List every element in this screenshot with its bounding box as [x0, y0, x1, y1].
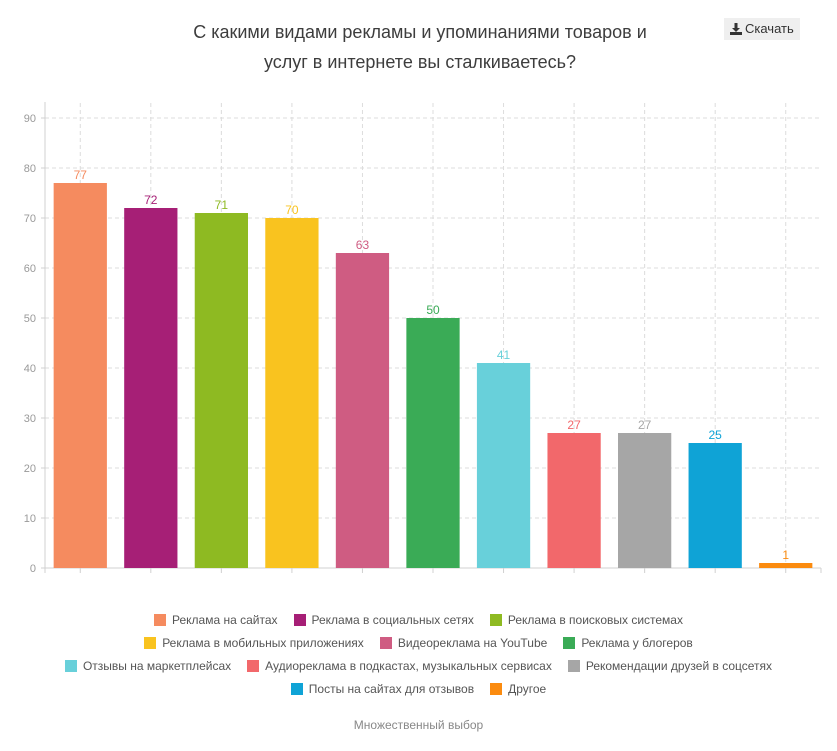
legend-swatch	[489, 613, 502, 626]
legend-item[interactable]: Реклама в поисковых системах	[489, 612, 683, 627]
bars	[53, 183, 813, 568]
legend-label: Рекомендации друзей в соцсетях	[585, 658, 773, 673]
y-tick-label: 60	[24, 263, 36, 275]
bar	[547, 433, 601, 568]
legend: Реклама на сайтах Реклама в социальных се…	[0, 608, 837, 700]
data-label: 1	[782, 548, 789, 562]
y-tick-label: 30	[24, 413, 36, 425]
legend-swatch	[144, 636, 157, 649]
x-axis	[44, 567, 822, 573]
data-label: 63	[356, 238, 370, 252]
y-tick-label: 20	[24, 463, 36, 475]
bar	[53, 183, 107, 568]
bar	[265, 218, 319, 568]
legend-item[interactable]: Отзывы на маркетплейсах	[64, 658, 232, 673]
legend-row: Посты на сайтах для отзывов Другое	[0, 677, 837, 700]
chart-title: С какими видами рекламы и упоминаниями т…	[120, 17, 720, 77]
y-tick-label: 70	[24, 213, 36, 225]
legend-swatch	[290, 682, 303, 695]
data-label: 77	[74, 168, 88, 182]
legend-swatch	[490, 682, 503, 695]
legend-item[interactable]: Реклама на сайтах	[154, 613, 278, 627]
legend-swatch	[64, 659, 77, 672]
legend-swatch	[563, 636, 576, 649]
legend-label: Реклама на сайтах	[172, 612, 278, 627]
y-tick-label: 50	[24, 313, 36, 325]
footer-note: Множественный выбор	[353, 718, 484, 732]
legend-row: Отзывы на маркетплейсах Аудиореклама в по…	[0, 654, 837, 677]
data-label: 50	[426, 303, 440, 317]
data-label: 72	[144, 193, 158, 207]
legend-label: Реклама в социальных сетях	[311, 612, 474, 627]
bar	[194, 213, 248, 568]
legend-item[interactable]: Рекомендации друзей в соцсетях	[567, 658, 773, 673]
y-tick-label: 90	[24, 113, 36, 125]
data-label: 41	[497, 348, 511, 362]
bar	[618, 433, 672, 568]
legend-item[interactable]: Другое	[490, 682, 546, 696]
bar	[406, 318, 460, 568]
legend-label: Другое	[508, 681, 547, 696]
legend-item[interactable]: Аудиореклама в подкастах, музыкальных се…	[247, 659, 552, 673]
download-button[interactable]: Скачать	[724, 18, 800, 40]
legend-label: Отзывы на маркетплейсах	[82, 658, 232, 673]
data-labels: 77 72 71 70 63 50 41 27 27 25 1	[74, 168, 790, 562]
chart-title-line-1: С какими видами рекламы и упоминаниями т…	[193, 22, 647, 42]
data-label: 27	[638, 418, 652, 432]
legend-label: Реклама в поисковых системах	[507, 612, 683, 627]
bar	[335, 253, 390, 568]
legend-item[interactable]: Видеореклама на YouTube	[379, 635, 548, 650]
bar	[476, 363, 531, 568]
legend-item[interactable]: Реклама у блогеров	[563, 635, 693, 650]
legend-swatch	[567, 659, 580, 672]
legend-swatch	[379, 636, 392, 649]
y-tick-label: 0	[30, 563, 36, 575]
legend-label: Реклама у блогеров	[581, 635, 693, 650]
legend-item[interactable]: Посты на сайтах для отзывов	[290, 681, 475, 696]
data-label: 70	[285, 203, 299, 217]
data-label: 25	[709, 428, 723, 442]
data-label: 71	[215, 198, 229, 212]
legend-row: Реклама на сайтах Реклама в социальных се…	[0, 608, 837, 631]
y-tick-label: 80	[24, 163, 36, 175]
legend-swatch	[154, 613, 166, 626]
y-tick-label: 40	[24, 363, 36, 375]
y-axis: 0 10 20 30 40 50 60 70 80 90	[24, 102, 46, 575]
bar-chart: 0 10 20 30 40 50 60 70 80 90 77 72 71 70 63 50 41 27 27 25…	[24, 102, 822, 575]
download-icon	[730, 23, 742, 35]
legend-swatch	[247, 659, 260, 672]
download-label: Скачать	[745, 21, 794, 36]
legend-label: Посты на сайтах для отзывов	[308, 681, 475, 696]
bar	[759, 563, 813, 568]
y-tick-label: 10	[24, 513, 36, 525]
legend-row: Реклама в мобильных приложениях Видеорекл…	[0, 631, 837, 654]
legend-label: Реклама в мобильных приложениях	[162, 635, 364, 650]
data-label: 27	[567, 418, 581, 432]
legend-label: Аудиореклама в подкастах, музыкальных се…	[265, 658, 552, 673]
legend-label: Видеореклама на YouTube	[397, 635, 548, 650]
chart-title-line-2: услуг в интернете вы сталкиваетесь?	[263, 52, 577, 72]
bar	[124, 208, 178, 568]
legend-item[interactable]: Реклама в мобильных приложениях	[144, 636, 364, 650]
legend-item[interactable]: Реклама в социальных сетях	[293, 612, 474, 627]
bar	[688, 443, 742, 568]
legend-swatch	[293, 613, 306, 626]
